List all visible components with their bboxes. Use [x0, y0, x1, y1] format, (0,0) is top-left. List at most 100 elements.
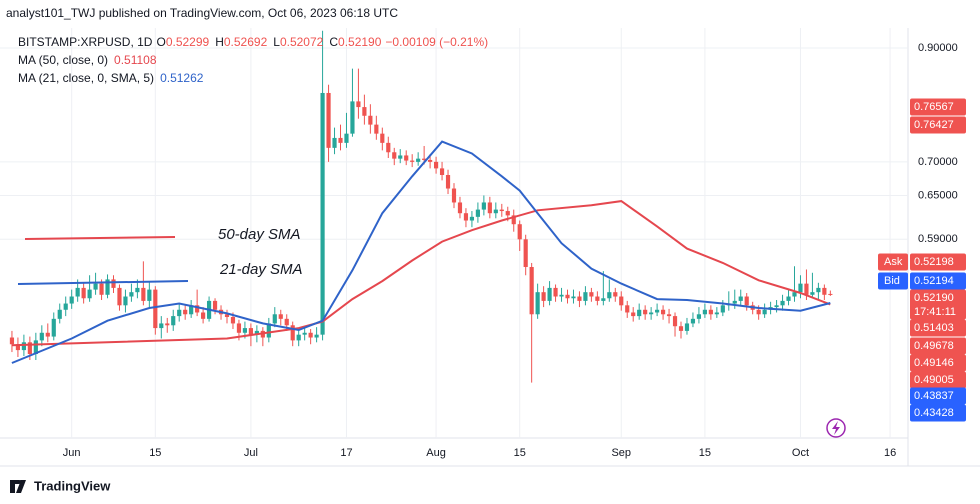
price-tag-label: 0.49005 [914, 374, 954, 386]
ma-name: MA (21, close, 0, SMA, 5) [18, 71, 154, 85]
price-tag-box [910, 387, 966, 405]
candle-body [326, 92, 331, 148]
candle-body [475, 209, 480, 217]
candle-body [643, 309, 648, 315]
price-tag-name: Ask [884, 256, 903, 268]
candle-body [33, 340, 38, 355]
ma-value: 0.51108 [114, 53, 157, 67]
candle-body [786, 296, 791, 301]
candle-body [308, 332, 313, 338]
candle-body [350, 101, 355, 134]
candle-body [135, 287, 140, 293]
candle-body [690, 318, 696, 324]
candle-body [368, 115, 373, 125]
y-tick-label: 0.70000 [918, 156, 958, 168]
price-tag-label: 0.76567 [914, 101, 954, 113]
candle-body [111, 279, 116, 288]
price-tag-label: 0.49146 [914, 357, 954, 369]
legend: BITSTAMP:XRPUSD, 1D O0.52299 H0.52692 L0.52… [18, 35, 488, 85]
candle-body [529, 267, 534, 315]
candle-body [792, 292, 797, 297]
price-tag-name: Bid [884, 275, 900, 287]
price-tag-label: 0.43837 [914, 390, 954, 402]
candle-body [195, 305, 200, 313]
price-tag-box [910, 319, 966, 337]
annotation: 50-day SMA [218, 226, 301, 243]
candle-body [105, 279, 110, 295]
candle-body [314, 334, 319, 338]
ohlc-key: O [156, 35, 165, 49]
symbol: BITSTAMP:XRPUSD, 1D [18, 35, 153, 49]
candle-body [457, 202, 463, 214]
price-tag-name-box [878, 272, 908, 290]
candle-body [666, 314, 672, 317]
y-tick-label: 0.65000 [918, 189, 958, 201]
x-tick-label: 15 [149, 447, 161, 459]
ma-line [11, 200, 831, 347]
candle-body [272, 314, 277, 324]
candle-body [189, 305, 194, 315]
footer: TradingView [34, 478, 111, 493]
candle-body [147, 289, 152, 301]
candle-body [45, 332, 50, 337]
candle-body [589, 292, 594, 297]
candle-body [774, 305, 779, 308]
candle-body [738, 296, 743, 301]
candle-body [159, 323, 164, 329]
candle-body [565, 294, 570, 299]
candle-body [577, 296, 582, 301]
candle-body [398, 155, 403, 159]
price-tag-label: 0.76427 [914, 119, 954, 131]
legend-row: BITSTAMP:XRPUSD, 1D O0.52299 H0.52692 L0.52… [18, 35, 488, 49]
candle-body [93, 283, 98, 290]
candle-body [57, 309, 62, 319]
candle-body [762, 309, 767, 315]
price-tag-label: 0.52194 [914, 275, 954, 287]
candle-body [463, 213, 469, 221]
x-tick-label: Jul [244, 447, 258, 459]
candle-body [296, 334, 301, 341]
candle-body [51, 318, 56, 337]
candle-body [141, 287, 146, 301]
ohlc-key: L [273, 35, 280, 49]
candle-body [254, 330, 259, 335]
candle-body [445, 175, 451, 189]
y-tick-label: 0.59000 [918, 233, 958, 245]
candle-body [99, 283, 104, 295]
candle-body [637, 309, 642, 317]
candle-body [559, 294, 564, 297]
legend-row: MA (50, close, 0) 0.51108 [18, 53, 157, 67]
x-tick-label: Aug [426, 447, 446, 459]
candle-body [451, 188, 457, 203]
candle-body [332, 137, 337, 148]
candles [9, 30, 833, 383]
price-tag-label: 0.51403 [914, 322, 954, 334]
candle-body [278, 314, 283, 319]
candle-body [541, 292, 546, 301]
candle-body [117, 287, 122, 306]
candle-body [416, 158, 421, 162]
candle-body [302, 332, 307, 335]
countdown: 17:41:11 [914, 306, 956, 318]
candle-body [224, 314, 230, 318]
candle-body [344, 133, 349, 143]
price-tag-box [910, 116, 966, 134]
ohlc-key: C [329, 35, 338, 49]
candle-body [619, 296, 624, 306]
candle-body [535, 292, 540, 315]
x-tick-label: 17 [340, 447, 352, 459]
candle-body [171, 316, 176, 326]
candle-body [320, 92, 325, 335]
price-tag-label: 0.52198 [914, 256, 954, 268]
candle-body [601, 298, 606, 301]
candle-body [27, 342, 32, 355]
candle-body [708, 309, 713, 315]
candle-body [392, 152, 397, 159]
candle-body [625, 305, 630, 313]
candle-body [487, 202, 492, 214]
moving-averages [11, 140, 831, 364]
candle-body [21, 342, 26, 351]
candle-body [798, 283, 803, 293]
candle-body [290, 325, 295, 341]
candle-body [356, 101, 361, 108]
